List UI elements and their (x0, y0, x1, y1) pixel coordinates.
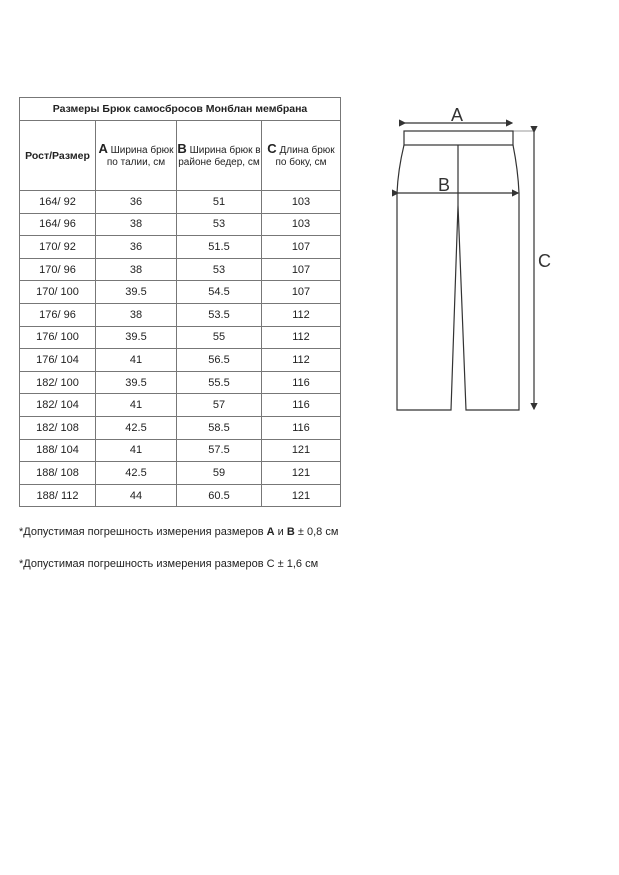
table-cell: 176/ 104 (19, 348, 96, 372)
note-c: *Допустимая погрешность измерения размер… (19, 558, 319, 570)
table-cell: 41 (95, 438, 177, 463)
table-cell: 42.5 (95, 461, 177, 485)
table-cell: 55 (176, 325, 262, 350)
table-cell: 44 (95, 483, 177, 508)
table-row: 170/ 96 38 53 107 (19, 257, 341, 282)
table-cell: 176/ 96 (19, 302, 96, 327)
waistband (403, 130, 514, 146)
table-cell: 36 (95, 235, 177, 259)
table-cell: 38 (95, 257, 177, 282)
table-cell: 121 (261, 438, 341, 463)
label-a: A (451, 105, 463, 125)
table-cell: 51.5 (176, 235, 262, 259)
table-row: 188/ 112 44 60.5 121 (19, 483, 341, 508)
size-table: Размеры Брюк самосбросов Монблан мембран… (19, 97, 341, 508)
label-b: B (438, 175, 450, 195)
table-cell: 112 (261, 325, 341, 350)
table-title: Размеры Брюк самосбросов Монблан мембран… (19, 97, 341, 121)
note-ab: *Допустимая погрешность измерения размер… (19, 526, 339, 538)
table-row: 164/ 96 38 53 103 (19, 212, 341, 237)
table-row: 170/ 92 36 51.5 107 (19, 235, 341, 259)
table-cell: 121 (261, 483, 341, 508)
table-row: 176/ 104 41 56.5 112 (19, 348, 341, 372)
label-c: C (538, 251, 551, 271)
table-row: 182/ 108 42.5 58.5 116 (19, 415, 341, 440)
table-cell: 107 (261, 235, 341, 259)
table-cell: 103 (261, 212, 341, 237)
header-height-size: Рост/Размер (19, 120, 96, 191)
table-cell: 116 (261, 393, 341, 417)
table-row: 170/ 100 39.5 54.5 107 (19, 280, 341, 304)
table-cell: 39.5 (95, 325, 177, 350)
table-row: 188/ 108 42.5 59 121 (19, 461, 341, 485)
table-cell: 188/ 112 (19, 483, 96, 508)
header-c: C Длина брюк по боку, см (261, 120, 341, 191)
table-row: 182/ 104 41 57 116 (19, 393, 341, 417)
table-cell: 39.5 (95, 370, 177, 395)
header-b: B Ширина брюк в районе бедер, см (176, 120, 262, 191)
table-cell: 188/ 108 (19, 461, 96, 485)
